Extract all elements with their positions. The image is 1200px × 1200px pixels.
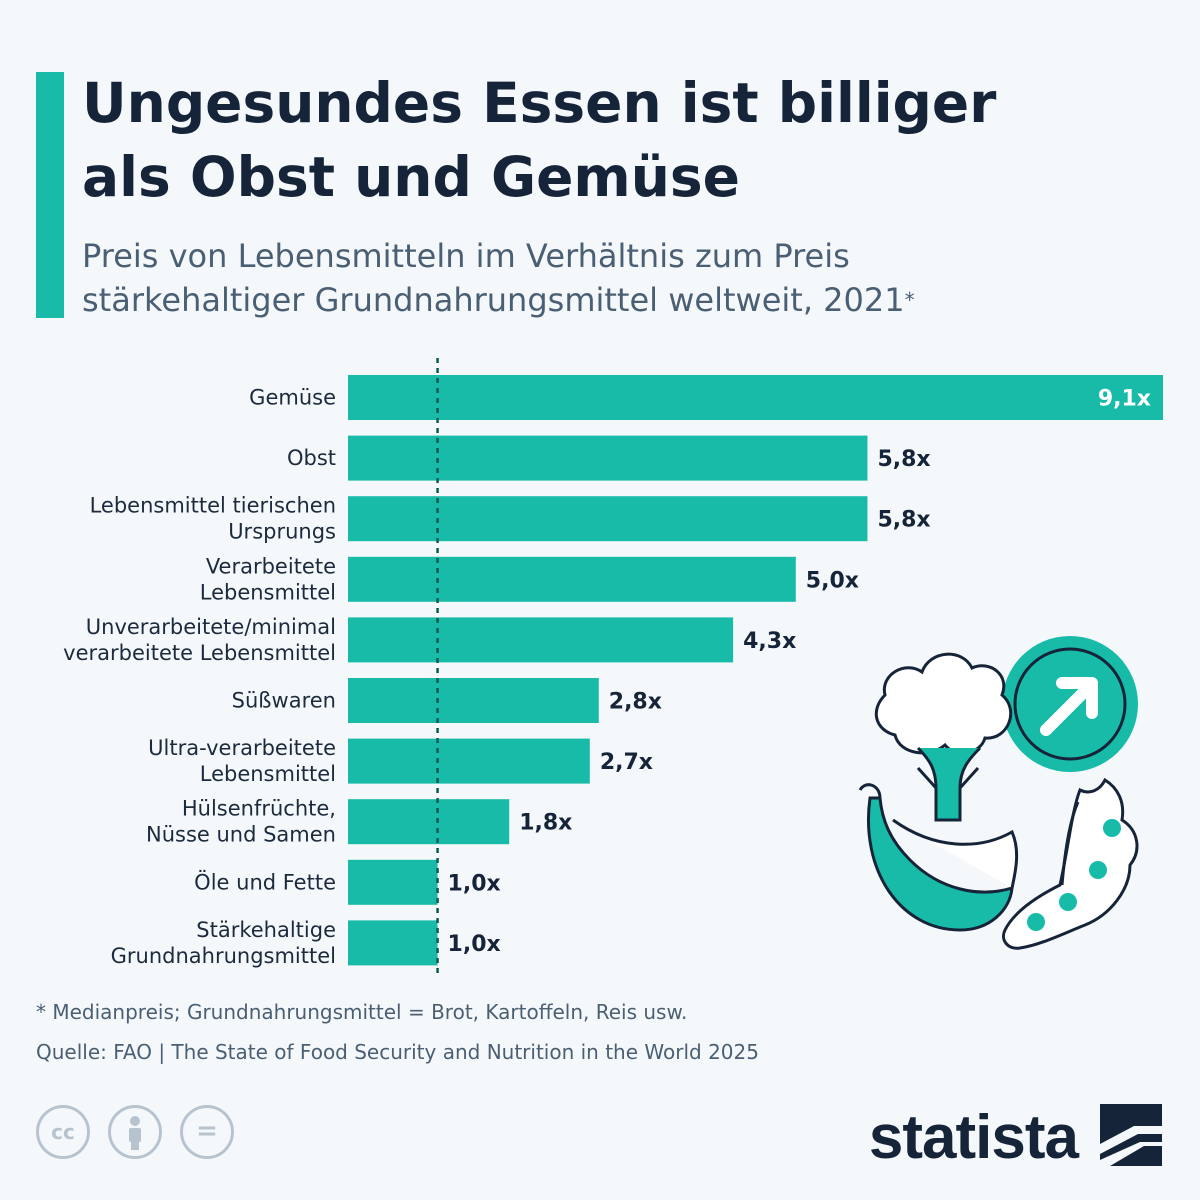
category-label: Verarbeitete Lebensmittel xyxy=(200,554,336,604)
value-label: 9,1x xyxy=(1098,387,1151,412)
bar-chart: Gemüse 9,1x Obst 5,8x Lebensmittel tierische… xyxy=(63,358,1163,974)
bar xyxy=(348,920,438,966)
category-label-line: Ultra-verarbeitete xyxy=(148,736,336,760)
category-label: Öle und Fette xyxy=(194,869,336,894)
cc-icon[interactable]: cc xyxy=(36,1105,90,1159)
bar xyxy=(348,496,868,542)
accent-bar xyxy=(36,72,64,318)
category-label-line: Obst xyxy=(287,446,336,470)
person-icon xyxy=(129,1116,141,1150)
value-label: 5,8x xyxy=(877,447,930,472)
subtitle-line-1: Preis von Lebensmitteln im Verhältnis zu… xyxy=(82,237,850,275)
no-derivatives-icon-label: = xyxy=(196,1116,218,1146)
bar xyxy=(348,859,438,905)
brand-name: statista xyxy=(868,1103,1079,1172)
category-label-line: Lebensmittel xyxy=(200,580,336,604)
category-label-line: Grundnahrungsmittel xyxy=(111,944,336,968)
statista-logo-icon xyxy=(1100,1104,1162,1166)
value-label: 2,7x xyxy=(600,750,653,775)
category-label-line: Lebensmittel tierischen xyxy=(90,494,336,518)
value-label: 2,8x xyxy=(609,690,662,715)
category-label-line: Nüsse und Samen xyxy=(146,823,336,847)
category-label-line: Lebensmittel xyxy=(200,762,336,786)
category-label-line: Stärkehaltige xyxy=(196,918,336,942)
value-label: 1,8x xyxy=(519,811,572,836)
category-label-line: Unverarbeitete/minimal xyxy=(86,615,336,639)
category-label: Gemüse xyxy=(249,386,336,410)
value-label: 1,0x xyxy=(448,871,501,896)
category-label: Unverarbeitete/minimal verarbeitete Leben… xyxy=(63,615,336,665)
category-label-line: Süßwaren xyxy=(232,689,336,713)
category-label: Süßwaren xyxy=(232,689,336,713)
category-label: Stärkehaltige Grundnahrungsmittel xyxy=(111,918,336,968)
bar xyxy=(348,617,734,663)
cc-icon-label: cc xyxy=(51,1120,75,1144)
bar xyxy=(348,556,796,602)
bar xyxy=(348,738,590,784)
subtitle-line-2: stärkehaltiger Grundnahrungsmittel weltw… xyxy=(82,281,905,319)
bar xyxy=(348,678,599,723)
pea-pod-icon xyxy=(1002,777,1139,950)
value-label: 4,3x xyxy=(743,629,796,654)
category-label: Ultra-verarbeitete Lebensmittel xyxy=(148,736,336,786)
bar xyxy=(348,435,868,481)
title-line-2: als Obst und Gemüse xyxy=(82,145,740,209)
bar xyxy=(348,799,510,845)
category-label-line: Verarbeitete xyxy=(206,554,336,578)
chart-title: Ungesundes Essen ist billiger als Obst u… xyxy=(82,66,1172,214)
category-label-line: verarbeitete Lebensmittel xyxy=(63,641,336,665)
food-illustration xyxy=(858,636,1139,950)
category-label-line: Öle und Fette xyxy=(194,869,336,894)
subtitle-footnote-mark: * xyxy=(904,288,915,312)
source-note: Quelle: FAO | The State of Food Security… xyxy=(36,1040,759,1064)
value-label: 5,8x xyxy=(877,508,930,533)
bar xyxy=(348,375,1163,420)
footnote: * Medianpreis; Grundnahrungsmittel = Bro… xyxy=(36,1000,688,1024)
attribution-icon[interactable] xyxy=(108,1105,162,1159)
category-label-line: Hülsenfrüchte, xyxy=(182,797,336,821)
no-derivatives-icon[interactable]: = xyxy=(180,1105,234,1159)
value-label: 1,0x xyxy=(448,932,501,957)
statista-brand[interactable]: statista xyxy=(822,1100,1162,1172)
category-label: Obst xyxy=(287,446,336,470)
bars-layer: Gemüse 9,1x Obst 5,8x Lebensmittel tierische… xyxy=(63,358,1163,974)
broccoli-icon xyxy=(874,652,1013,822)
category-label-line: Gemüse xyxy=(249,386,336,410)
price-up-arrow-icon xyxy=(1002,636,1138,772)
value-label: 5,0x xyxy=(806,568,859,593)
banana-icon xyxy=(858,783,1019,932)
chart-subtitle: Preis von Lebensmitteln im Verhältnis zu… xyxy=(82,234,1172,322)
category-label: Hülsenfrüchte, Nüsse und Samen xyxy=(146,797,336,847)
title-line-1: Ungesundes Essen ist billiger xyxy=(82,71,997,135)
category-label: Lebensmittel tierischen Ursprungs xyxy=(90,494,336,544)
category-label-line: Ursprungs xyxy=(228,520,336,544)
